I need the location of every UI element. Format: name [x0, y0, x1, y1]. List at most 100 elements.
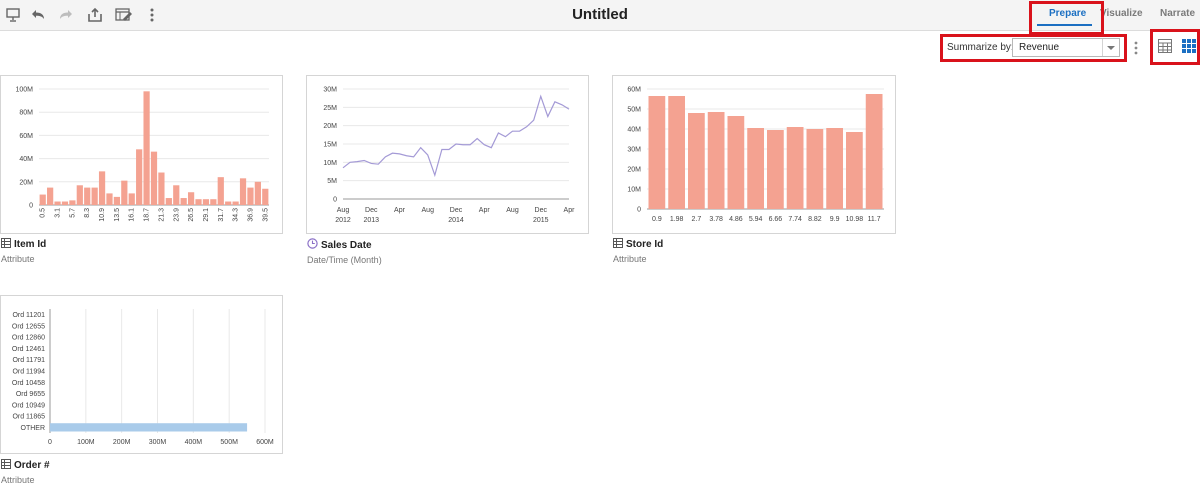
bar [98, 171, 106, 205]
x-tick-label: 10.9 [99, 208, 106, 222]
bar [113, 196, 121, 205]
bar [150, 151, 158, 205]
bar [69, 200, 76, 205]
x-tick-label: Aug [337, 207, 350, 214]
y-tick-label: Ord 9655 [16, 391, 45, 398]
x-tick-label: 31.7 [218, 208, 225, 222]
grid-view-icon[interactable] [1182, 39, 1196, 58]
bar [195, 199, 202, 205]
clock-icon [307, 238, 318, 252]
y-tick-label: 10M [323, 160, 337, 167]
bar [202, 199, 210, 205]
edit-data-icon[interactable] [113, 4, 135, 26]
card-title: Store Id [626, 239, 664, 250]
x-tick-label: 21.3 [158, 208, 165, 222]
y-tick-label: 25M [323, 105, 337, 112]
card-subtitle: Attribute [1, 475, 35, 485]
x-tick-label: Apr [564, 207, 576, 214]
y-tick-label: 5M [327, 178, 337, 185]
y-tick-label: Ord 11994 [12, 369, 45, 376]
order-caption: Order # Attribute [1, 459, 50, 485]
bar [239, 178, 247, 205]
bar [128, 193, 135, 205]
y-tick-label: Ord 11865 [12, 414, 45, 421]
bar [707, 112, 725, 209]
x-tick-label: 300M [149, 439, 167, 446]
bar [688, 113, 705, 209]
card-title: Sales Date [321, 239, 372, 251]
x-tick-label: 5.7 [69, 208, 76, 218]
x-tick-label: 2.7 [692, 216, 702, 223]
bar [865, 94, 883, 209]
y-tick-label: 60M [627, 87, 641, 94]
order-chart-card[interactable]: 0 100M 200M 300M 400M 500M 600M Ord 11201 Ord 12… [0, 295, 283, 454]
bar [217, 177, 224, 205]
x-tick-label: 200M [113, 439, 131, 446]
tab-narrate[interactable]: Narrate [1160, 8, 1196, 19]
sales-date-chart-card[interactable]: 0 5M 10M 15M 20M 25M 30M Aug Dec Apr Aug Dec Apr Aug D… [306, 75, 589, 234]
y-tick-label: 0 [333, 197, 337, 204]
bar [158, 172, 165, 205]
presentation-icon[interactable] [2, 4, 24, 26]
y-tick-label: 30M [627, 147, 641, 154]
x-tick-label: 9.9 [830, 216, 840, 223]
x-tick-label: 0.9 [652, 216, 662, 223]
bar [767, 130, 784, 209]
order-chart: 0 100M 200M 300M 400M 500M 600M Ord 11201 Ord 12… [12, 309, 274, 446]
bar [806, 129, 824, 209]
card-title: Order # [14, 460, 50, 471]
table-view-icon[interactable] [1158, 39, 1172, 58]
x-tick-label: 11.7 [868, 216, 881, 223]
more-options-icon[interactable] [141, 4, 163, 26]
bar [232, 201, 239, 205]
bar [173, 185, 180, 205]
export-icon[interactable] [84, 4, 106, 26]
tab-visualize[interactable]: Visualize [1100, 8, 1143, 19]
y-tick-label: 20M [323, 123, 337, 130]
bar [846, 132, 863, 209]
bar [165, 198, 172, 205]
store-id-chart: 0 10M 20M 30M 40M 50M 60M 0.9 1.98 2.7 3.78 4.86 5.9… [627, 87, 884, 223]
bar [254, 181, 261, 205]
tab-prepare[interactable]: Prepare [1049, 8, 1087, 19]
x-tick-label: 4.86 [729, 216, 743, 223]
series-line [342, 94, 570, 178]
sales-date-chart: 0 5M 10M 15M 20M 25M 30M Aug Dec Apr Aug Dec Apr Aug D… [323, 87, 576, 225]
bar [61, 201, 69, 205]
active-tab-indicator [1037, 24, 1092, 26]
summarize-by-select[interactable]: Revenue [1012, 38, 1120, 57]
item-id-chart-card[interactable]: 0 20M 40M 60M 80M 100M 0.5 3.1 5.7 8.3 10.9 13.5 16.… [0, 75, 283, 234]
bar [648, 96, 666, 209]
x-tick-label: 400M [185, 439, 203, 446]
bar [91, 187, 98, 205]
x-tick-label: 10.98 [846, 216, 864, 223]
summarize-more-icon[interactable] [1133, 40, 1139, 61]
bar [50, 423, 248, 432]
y-tick-label: 0 [29, 203, 33, 210]
bar [668, 96, 685, 209]
x-tick-label: 7.74 [788, 216, 802, 223]
bar [747, 128, 764, 209]
bar [39, 194, 46, 205]
x-tick-label: 1.98 [670, 216, 684, 223]
x-tick-label: 500M [220, 439, 238, 446]
x-tick-label: 8.3 [84, 208, 91, 218]
x-tick-label: 18.7 [144, 208, 151, 222]
x-tick-label: 16.1 [129, 208, 136, 222]
undo-icon[interactable] [27, 4, 49, 26]
store-id-caption: Store Id Attribute [613, 238, 663, 264]
x-tick-label: Apr [394, 207, 406, 214]
chevron-down-icon[interactable] [1102, 39, 1119, 56]
y-tick-label: 80M [19, 110, 33, 117]
redo-icon[interactable] [55, 4, 77, 26]
y-tick-label: 15M [323, 142, 337, 149]
x-tick-label: Aug [422, 207, 435, 214]
x-tick-label: Apr [479, 207, 491, 214]
x-tick-label: 36.9 [247, 208, 254, 222]
card-subtitle: Date/Time (Month) [307, 255, 382, 265]
y-tick-label: Ord 11201 [12, 312, 45, 319]
bar [54, 201, 61, 205]
store-id-chart-card[interactable]: 0 10M 20M 30M 40M 50M 60M 0.9 1.98 2.7 3.78 4.86 5.9… [612, 75, 896, 234]
bar [210, 199, 217, 205]
attribute-icon [1, 459, 11, 472]
